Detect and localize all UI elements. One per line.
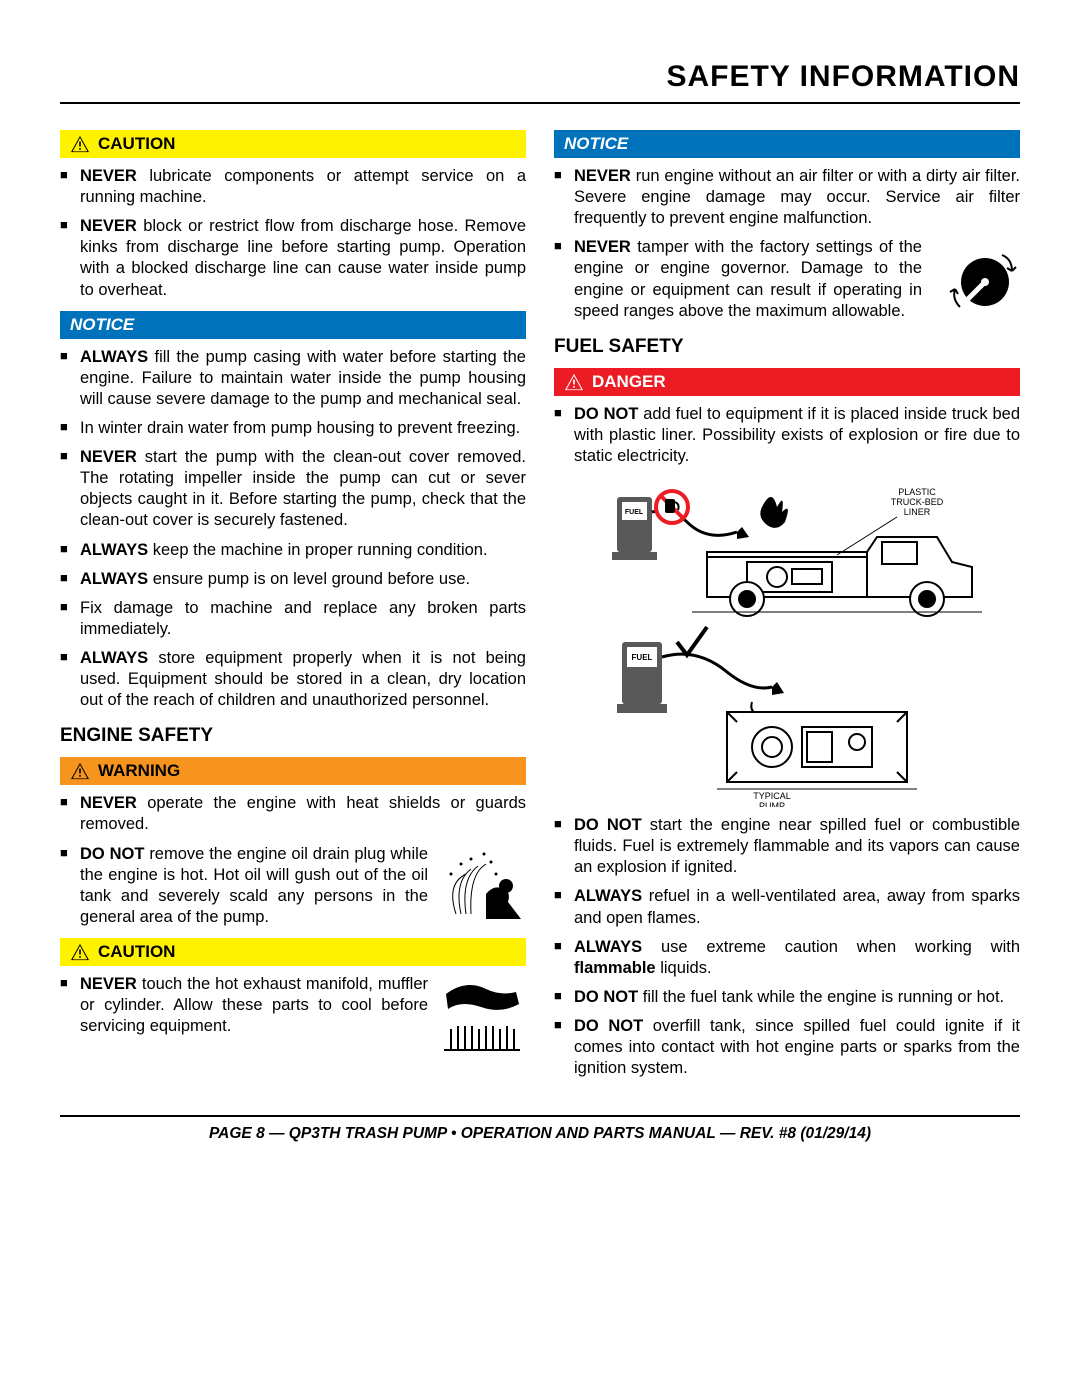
- page-title: SAFETY INFORMATION: [60, 60, 1020, 94]
- hot-surface-hand-icon: [436, 974, 526, 1054]
- fuel-safety-heading: FUEL SAFETY: [554, 336, 1020, 358]
- caution-label: CAUTION: [98, 134, 175, 154]
- alert-triangle-icon: [564, 373, 584, 391]
- list-item: DO NOT add fuel to equipment if it is pl…: [554, 404, 1020, 467]
- notice-label: NOTICE: [564, 134, 628, 154]
- svg-text:FUEL: FUEL: [625, 509, 644, 516]
- list-item: ALWAYS keep the machine in proper runnin…: [60, 540, 526, 561]
- caution-banner: CAUTION: [60, 130, 526, 158]
- notice-list-1: ALWAYS fill the pump casing with water b…: [60, 347, 526, 712]
- list-item: NEVER tamper with the factory settings o…: [554, 237, 1020, 321]
- caution-list-1: NEVER lubricate components or attempt se…: [60, 166, 526, 301]
- title-rule: [60, 102, 1020, 104]
- list-item: DO NOT start the engine near spilled fue…: [554, 815, 1020, 878]
- after-diagram-list: DO NOT start the engine near spilled fue…: [554, 815, 1020, 1079]
- alert-triangle-icon: [70, 943, 90, 961]
- left-column: CAUTION NEVER lubricate components or at…: [60, 120, 526, 1087]
- governor-dial-icon: [930, 237, 1020, 317]
- content-columns: CAUTION NEVER lubricate components or at…: [60, 120, 1020, 1087]
- list-item: DO NOT fill the fuel tank while the engi…: [554, 987, 1020, 1008]
- list-item: NEVER lubricate components or attempt se…: [60, 166, 526, 208]
- list-item: Fix damage to machine and replace any br…: [60, 598, 526, 640]
- danger-banner: DANGER: [554, 368, 1020, 396]
- list-item: ALWAYS use extreme caution when working …: [554, 937, 1020, 979]
- right-column: NOTICE NEVER run engine without an air f…: [554, 120, 1020, 1087]
- warning-list-1: NEVER operate the engine with heat shiel…: [60, 793, 526, 928]
- list-item: In winter drain water from pump housing …: [60, 418, 526, 439]
- list-item: ALWAYS ensure pump is on level ground be…: [60, 569, 526, 590]
- splash-icon: [436, 844, 526, 924]
- notice-banner: NOTICE: [554, 130, 1020, 158]
- danger-label: DANGER: [592, 372, 666, 392]
- caution-list-2: NEVER touch the hot exhaust manifold, mu…: [60, 974, 526, 1054]
- list-item: ALWAYS store equipment properly when it …: [60, 648, 526, 711]
- warning-banner: WARNING: [60, 757, 526, 785]
- page-footer: PAGE 8 — QP3TH TRASH PUMP • OPERATION AN…: [60, 1125, 1020, 1143]
- warning-label: WARNING: [98, 761, 180, 781]
- diagram-label-top: PLASTICTRUCK-BEDLINER: [891, 487, 944, 517]
- list-item: DO NOT remove the engine oil drain plug …: [60, 844, 526, 928]
- danger-list-1: DO NOT add fuel to equipment if it is pl…: [554, 404, 1020, 467]
- caution-label: CAUTION: [98, 942, 175, 962]
- list-item: ALWAYS fill the pump casing with water b…: [60, 347, 526, 410]
- notice-list-2: NEVER run engine without an air filter o…: [554, 166, 1020, 322]
- diagram-label-bottom: TYPICALPUMP: [753, 791, 791, 807]
- list-item: ALWAYS refuel in a well-ventilated area,…: [554, 886, 1020, 928]
- fuel-truck-diagram: FUEL: [577, 477, 997, 807]
- list-item: NEVER run engine without an air filter o…: [554, 166, 1020, 229]
- list-item: NEVER start the pump with the clean-out …: [60, 447, 526, 531]
- alert-triangle-icon: [70, 762, 90, 780]
- caution-banner: CAUTION: [60, 938, 526, 966]
- list-item: NEVER block or restrict flow from discha…: [60, 216, 526, 300]
- footer-rule: [60, 1115, 1020, 1117]
- list-item: NEVER operate the engine with heat shiel…: [60, 793, 526, 835]
- list-item: DO NOT overfill tank, since spilled fuel…: [554, 1016, 1020, 1079]
- engine-safety-heading: ENGINE SAFETY: [60, 725, 526, 747]
- notice-banner: NOTICE: [60, 311, 526, 339]
- alert-triangle-icon: [70, 135, 90, 153]
- notice-label: NOTICE: [70, 315, 134, 335]
- svg-text:FUEL: FUEL: [632, 653, 653, 662]
- list-item: NEVER touch the hot exhaust manifold, mu…: [60, 974, 526, 1054]
